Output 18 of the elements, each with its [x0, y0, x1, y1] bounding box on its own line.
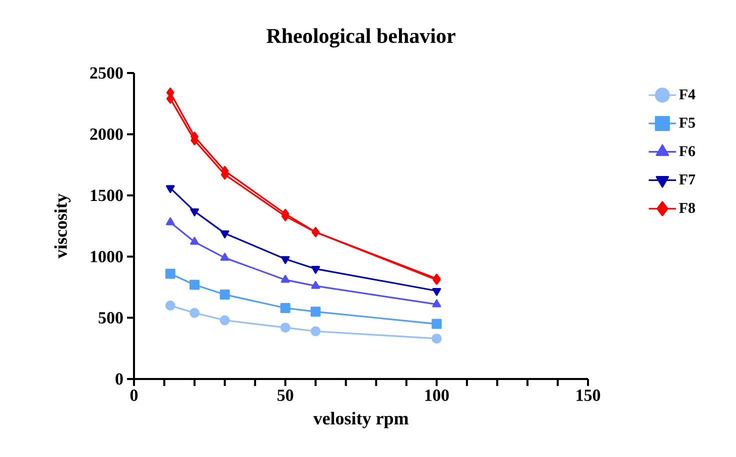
x-tick-label: 100	[425, 390, 449, 401]
x-axis-title: velosity rpm	[313, 412, 408, 428]
y-tick-label: 2500	[90, 67, 123, 79]
legend-label: F8	[679, 202, 696, 213]
x-tick-label: 0	[130, 390, 138, 401]
legend-label: F5	[679, 118, 695, 128]
y-tick-label: 500	[98, 312, 123, 324]
y-tick-label: 1500	[90, 190, 123, 202]
y-axis-title: viscosity	[54, 194, 71, 258]
y-tick-label: 0	[116, 373, 123, 385]
x-tick-label: 150	[576, 390, 600, 401]
legend-label: F4	[679, 89, 696, 100]
legend-label: F6	[679, 146, 696, 156]
y-tick-label: 2000	[90, 128, 123, 140]
chart-title: Rheological behavior	[266, 28, 456, 48]
x-tick-label: 50	[278, 390, 294, 401]
legend-label: F7	[679, 174, 696, 184]
y-tick-label: 1000	[90, 250, 123, 262]
